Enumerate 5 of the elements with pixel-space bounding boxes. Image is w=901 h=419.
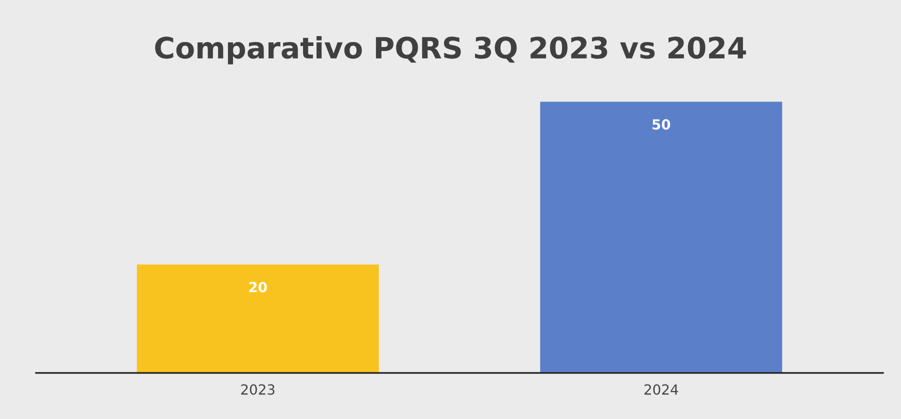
- x-tick-label: 2023: [241, 384, 274, 395]
- x-tick-label: 2024: [644, 384, 678, 395]
- data-label: 20: [249, 282, 267, 292]
- chart-title: Comparativo PQRS 3Q 2023 vs 2024: [155, 36, 746, 64]
- data-label: 50: [652, 119, 670, 130]
